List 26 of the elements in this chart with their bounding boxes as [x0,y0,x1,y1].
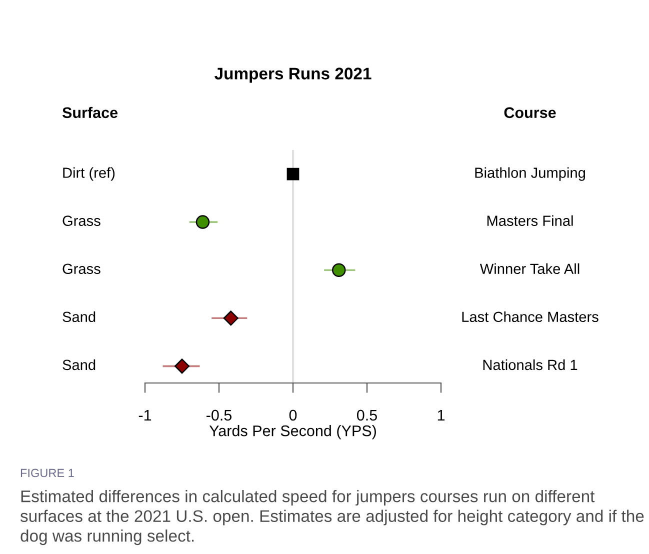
y-tick-label: Sand [62,311,96,322]
y2-tick-label: Winner Take All [480,263,580,274]
point [174,358,190,374]
point [286,168,300,180]
point [196,215,210,229]
y-tick-label: Grass [62,264,100,274]
caption: FIGURE 1 [20,468,74,478]
y2-tick-label: Nationals Rd 1 [483,359,578,370]
x-tick-label: 0 [289,410,297,421]
y2-tick-label: Masters Final [487,215,573,226]
x-axis-title: Yards Per Second (YPS) [209,425,376,440]
point [223,310,238,326]
point [332,263,346,277]
y-tick-label: Grass [62,216,100,226]
x-tick-label: -0.5 [206,410,232,421]
y-tick-label: Sand [62,359,96,370]
y2-axis-title: Course [504,107,556,118]
x-tick-label: 1 [438,410,445,420]
y2-tick-label: Biathlon Jumping [475,167,585,181]
chart-title: Jumpers Runs 2021 [214,68,372,83]
y-axis-title: Surface [62,106,118,118]
y-tick-label: Dirt (ref) [63,167,115,181]
x-tick-label: 0.5 [356,410,377,421]
x-tick-label: -1 [138,410,152,420]
text: Estimated differences in calculated speed for jumpers courses run on different surfaces at the 2021 U.S. open. Estimates are adjusted for height category and if the dog was running select. [20,490,644,546]
y2-tick-label: Last Chance Masters [462,311,598,322]
